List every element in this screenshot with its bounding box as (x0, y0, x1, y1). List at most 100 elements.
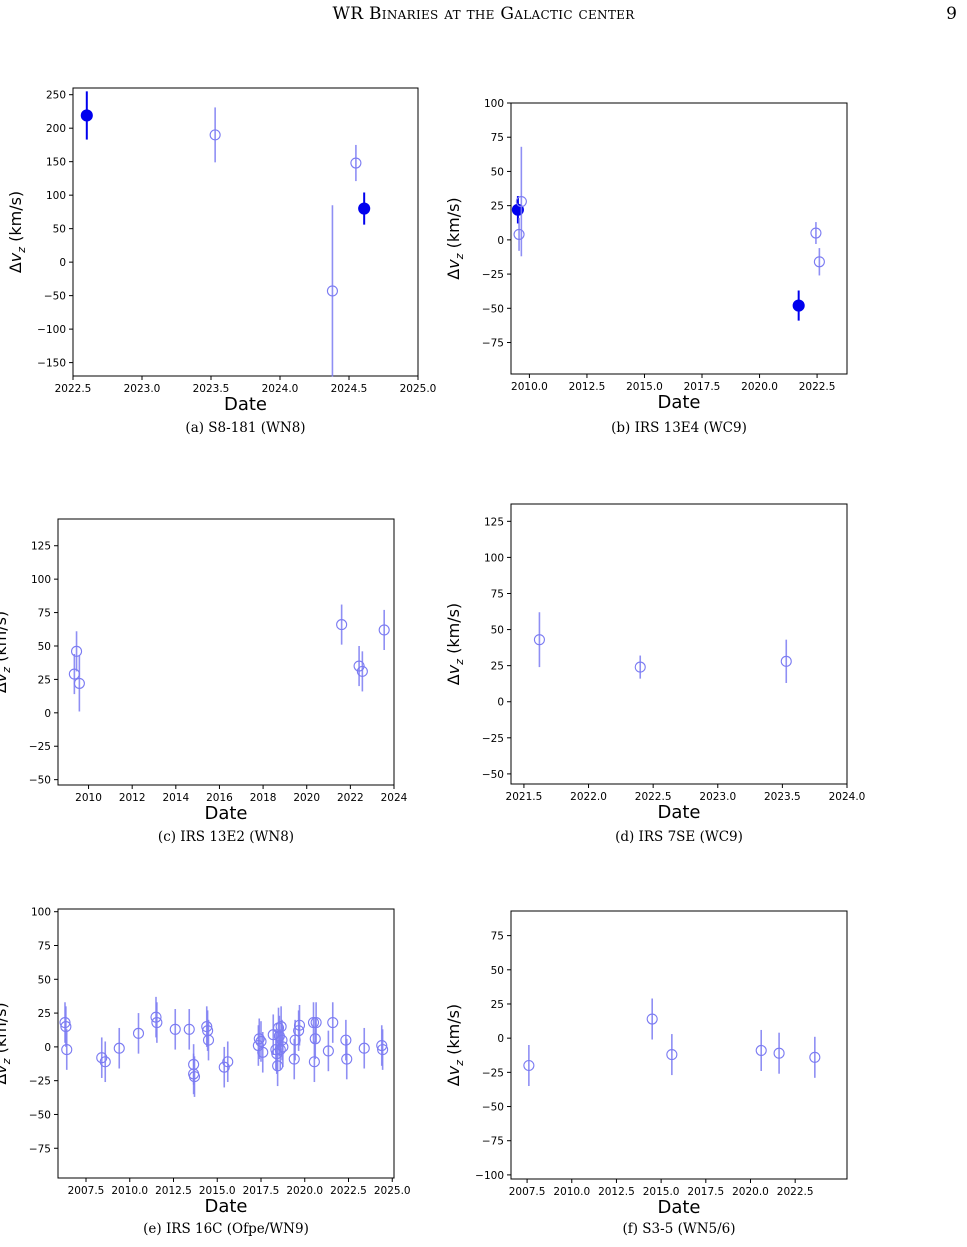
data-point-open (201, 1021, 213, 1033)
data-point-open (336, 619, 348, 631)
data-point-open (60, 1021, 72, 1033)
x-tick-label: 2022.5 (799, 381, 836, 393)
y-tick-label: −100 (37, 324, 66, 336)
chart-panel: 2007.5 2010.0 2012.5 2015.0 2017.5 2020.0 2022… (444, 910, 848, 1237)
data-point-filled (792, 299, 805, 312)
x-tick-label: 2012 (119, 792, 146, 804)
data-point-open (350, 157, 362, 169)
x-tick-label: 2024.0 (262, 383, 299, 395)
data-point-open (378, 624, 390, 636)
data-point-open (61, 1044, 73, 1056)
x-tick-label: 2022 (337, 792, 364, 804)
x-tick-label: 2010.0 (511, 381, 548, 393)
x-tick-label: 2020.0 (732, 1186, 769, 1198)
x-tick-label: 2023.0 (699, 791, 736, 803)
running-header-text: WR Binaries at the Galactic center (332, 4, 635, 24)
panel-caption: (c) IRS 13E2 (WN8) (158, 829, 294, 845)
y-tick-label: −50 (482, 1102, 504, 1114)
plot-frame (510, 503, 848, 785)
data-point-open (340, 1034, 352, 1046)
y-tick-label: 75 (491, 588, 504, 600)
x-tick-label: 2022.5 (777, 1186, 814, 1198)
data-point-open (188, 1071, 201, 1083)
y-tick-label: 0 (497, 697, 504, 709)
data-point-open (307, 1016, 320, 1029)
y-tick-label: −50 (29, 1109, 51, 1121)
y-tick-label: −25 (29, 1076, 51, 1088)
data-point-open (293, 1025, 305, 1037)
panel-caption: (d) IRS 7SE (WC9) (615, 829, 743, 845)
data-point-open (533, 634, 545, 646)
y-tick-label: 100 (484, 98, 504, 110)
x-tick-label: 2015.0 (643, 1186, 680, 1198)
x-axis-label: Date (657, 802, 700, 823)
x-tick-label: 2020.0 (286, 1185, 323, 1197)
data-point-open (113, 1042, 125, 1054)
data-point-open (813, 256, 825, 268)
y-tick-label: −25 (482, 1067, 504, 1079)
data-point-open (257, 1046, 269, 1058)
data-point-open (169, 1023, 181, 1035)
x-tick-label: 2012.5 (155, 1185, 192, 1197)
x-tick-label: 2024.0 (829, 791, 866, 803)
data-point-open (666, 1049, 678, 1061)
y-tick-label: 75 (491, 931, 504, 943)
y-tick-label: 50 (491, 965, 504, 977)
y-tick-label: 75 (38, 940, 51, 952)
y-axis-label: Δvz (km/s) (0, 611, 13, 693)
chart-panel: 2010.0 2012.5 2015.0 2017.5 2020.0 2022.5 −75 −… (444, 98, 848, 436)
data-point-open (253, 1033, 265, 1045)
data-point-open (326, 285, 338, 297)
x-axis-label: Date (204, 1196, 247, 1217)
y-tick-label: 75 (38, 608, 51, 620)
y-tick-label: 75 (491, 132, 504, 144)
x-tick-label: 2023.0 (124, 383, 161, 395)
x-tick-label: 2012.5 (569, 381, 606, 393)
y-axis-label: Δvz (km/s) (444, 1004, 466, 1086)
y-tick-label: 25 (491, 661, 504, 673)
y-tick-label: 0 (44, 708, 51, 720)
data-point-open (322, 1045, 334, 1057)
x-tick-label: 2024 (381, 792, 408, 804)
y-tick-label: 50 (38, 641, 51, 653)
x-axis-label: Date (224, 394, 267, 415)
data-point-open (810, 227, 822, 239)
x-tick-label: 2021.5 (506, 791, 543, 803)
data-point-open (275, 1021, 287, 1033)
x-tick-label: 2025.0 (400, 383, 437, 395)
data-point-open (70, 645, 83, 657)
x-tick-label: 2022.5 (55, 383, 92, 395)
x-tick-label: 2017.5 (243, 1185, 280, 1197)
data-point-open (96, 1052, 108, 1064)
panel-caption: (e) IRS 16C (Ofpe/WN9) (143, 1221, 309, 1237)
x-tick-label: 2017.5 (687, 1186, 724, 1198)
x-tick-label: 2010.0 (553, 1186, 590, 1198)
x-tick-label: 2007.5 (509, 1186, 546, 1198)
data-point-open (183, 1023, 195, 1035)
chart-panel: 2007.5 2010.0 2012.5 2015.0 2017.5 2020.0 2022… (0, 907, 411, 1237)
data-point-open (646, 1013, 658, 1025)
y-tick-label: −50 (44, 291, 66, 303)
y-tick-label: −50 (482, 303, 504, 315)
x-tick-label: 2010 (75, 792, 102, 804)
x-tick-label: 2012.5 (598, 1186, 635, 1198)
data-point-open (755, 1044, 767, 1057)
data-point-open (809, 1051, 821, 1063)
data-point-open (202, 1034, 215, 1046)
page-number: 9 (946, 4, 957, 24)
x-tick-label: 2022.5 (635, 791, 672, 803)
data-point-open (222, 1056, 234, 1068)
data-point-open (73, 677, 85, 689)
y-tick-label: −50 (482, 769, 504, 781)
y-axis-label: Δvz (km/s) (0, 1002, 13, 1084)
x-tick-label: 2024.5 (331, 383, 368, 395)
chart-panel: 2010 2012 2014 2016 2018 2020 2022 2024 −50 −25 0 2… (0, 518, 408, 845)
y-tick-label: 100 (46, 190, 66, 202)
data-point-open (293, 1019, 306, 1031)
chart-panel: 2021.5 2022.0 2022.5 2023.0 2023.5 2024.0 −50 −… (444, 503, 866, 845)
data-point-open (255, 1035, 267, 1048)
chart-panel: 2022.5 2023.0 2023.5 2024.0 2024.5 2025.0 −150… (6, 87, 437, 436)
data-point-open (376, 1039, 388, 1052)
y-tick-label: 125 (484, 516, 504, 528)
y-tick-label: 50 (491, 166, 504, 178)
